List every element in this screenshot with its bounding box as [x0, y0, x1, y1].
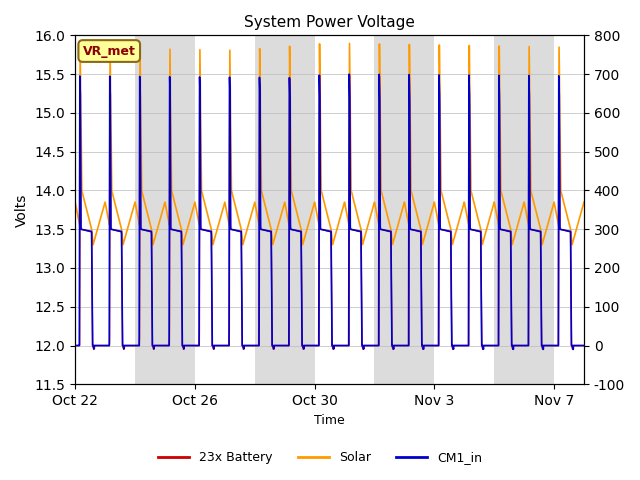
- Bar: [255, 36, 315, 384]
- Y-axis label: Volts: Volts: [15, 193, 29, 227]
- Bar: [435, 36, 494, 384]
- Legend: 23x Battery, Solar, CM1_in: 23x Battery, Solar, CM1_in: [153, 446, 487, 469]
- X-axis label: Time: Time: [314, 414, 345, 427]
- Text: VR_met: VR_met: [83, 45, 136, 58]
- Bar: [195, 36, 255, 384]
- Bar: [75, 36, 135, 384]
- Bar: [135, 36, 195, 384]
- Title: System Power Voltage: System Power Voltage: [244, 15, 415, 30]
- Bar: [584, 36, 614, 384]
- Bar: [494, 36, 554, 384]
- Bar: [374, 36, 435, 384]
- Bar: [315, 36, 374, 384]
- Bar: [554, 36, 584, 384]
